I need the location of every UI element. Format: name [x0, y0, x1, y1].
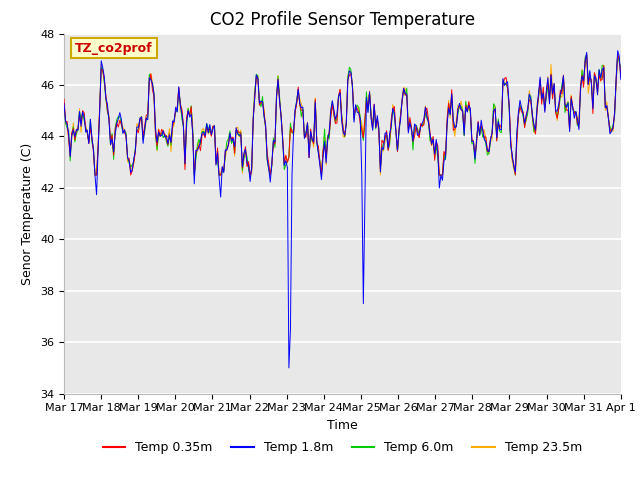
Legend: Temp 0.35m, Temp 1.8m, Temp 6.0m, Temp 23.5m: Temp 0.35m, Temp 1.8m, Temp 6.0m, Temp 2…: [97, 436, 588, 459]
Title: CO2 Profile Sensor Temperature: CO2 Profile Sensor Temperature: [210, 11, 475, 29]
X-axis label: Time: Time: [327, 419, 358, 432]
Y-axis label: Senor Temperature (C): Senor Temperature (C): [22, 143, 35, 285]
Text: TZ_co2prof: TZ_co2prof: [75, 42, 153, 55]
